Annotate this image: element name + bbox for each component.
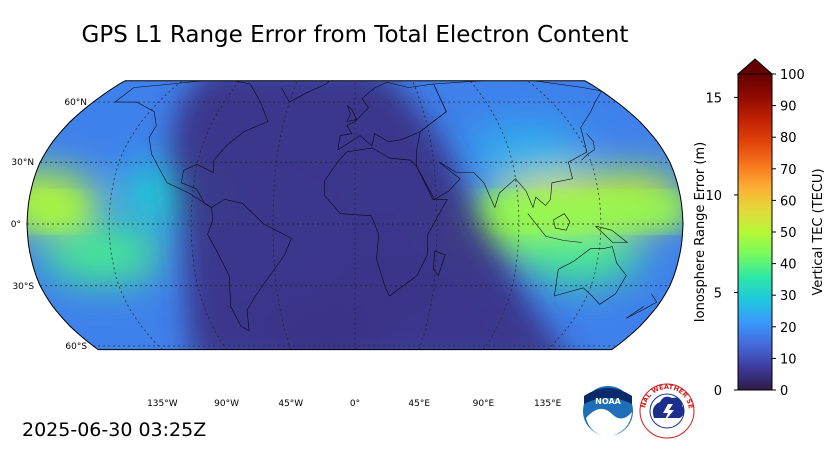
lon-line (272, 80, 298, 350)
colorbar-left-tick-label: 5 (714, 286, 722, 301)
colorbar-right-tick-label: 60 (780, 194, 797, 209)
colorbar-left-tick-label: 0 (714, 384, 722, 399)
colorbar-right-tick-label: 50 (780, 226, 797, 241)
coast-australia (553, 246, 627, 305)
colorbar-right-tick-label: 20 (780, 321, 797, 336)
coast-japan (581, 133, 595, 161)
coast-south-america (207, 198, 292, 332)
eq-band-1 (481, 195, 683, 229)
lon-label: 135°W (147, 399, 178, 409)
lon-label: 45°E (408, 399, 430, 409)
coast-antarctica (114, 353, 596, 367)
lon-label: 90°E (473, 399, 495, 409)
lon-label: 90°W (214, 399, 239, 409)
colorbar-left-label: Ionosphere Range Error (m) (693, 142, 708, 322)
coast-indonesia (527, 213, 582, 243)
lat-label: 0° (11, 220, 21, 230)
lat-label: 60°N (64, 98, 87, 108)
equatorial-bands (29, 195, 683, 229)
coast-borneo (553, 213, 571, 231)
lon-label: 0° (350, 399, 360, 409)
lat-label: 30°S (12, 282, 34, 292)
tec-blob-5 (520, 226, 641, 283)
map-border (26, 80, 684, 351)
chart-title: GPS L1 Range Error from Total Electron C… (81, 22, 629, 48)
coast-new-guinea (595, 225, 629, 243)
coast-north-america (114, 80, 269, 208)
colorbar-right-tick-label: 100 (780, 68, 805, 83)
colorbar-left-tick-label: 15 (705, 91, 722, 106)
lat-label: 60°S (65, 342, 87, 352)
noaa-logo-text: NOAA (595, 397, 621, 406)
noaa-logo: NOAA (581, 384, 635, 438)
lat-label: 30°N (11, 158, 34, 168)
night-shadow (170, 80, 578, 350)
lon-line (412, 80, 438, 350)
colorbar-right-tick-label: 10 (780, 352, 797, 367)
colorbar-right-label: Vertical TEC (TECU) (811, 168, 826, 295)
coast-new-zealand (625, 293, 658, 319)
tec-blob-4 (42, 226, 163, 283)
coast-madagascar (433, 250, 446, 277)
coast-europe (337, 81, 447, 151)
coastlines (114, 80, 658, 367)
colorbar: 0 10 20 30 40 50 60 70 80 90 100 0 5 10 15 Ionosphere R… (693, 58, 826, 399)
latitude-labels: 60°N 30°N 0° 30°S 60°S (11, 98, 88, 352)
colorbar-right-tick-label: 70 (780, 163, 797, 178)
colorbar-extend-arrow (736, 58, 774, 75)
longitude-labels: 135°W 90°W 45°W 0° 45°E 90°E 135°E (147, 399, 562, 409)
tec-blob-6 (466, 123, 587, 180)
lon-label: 135°E (534, 399, 562, 409)
night-region (170, 80, 578, 350)
map-field (27, 80, 683, 350)
lon-line (108, 80, 183, 350)
lon-label: 45°W (278, 399, 303, 409)
timestamp: 2025-06-30 03:25Z (22, 419, 207, 441)
eq-band-0 (29, 195, 82, 229)
colorbar-right-tick-label: 40 (780, 258, 797, 273)
coast-asia (416, 80, 602, 209)
colorbar-right-tick-label: 80 (780, 131, 797, 146)
colorbar-right-tick-label: 0 (780, 384, 788, 399)
coast-africa (323, 147, 448, 297)
colorbar-right-tick-label: 30 (780, 289, 797, 304)
lon-line (527, 80, 602, 350)
colorbar-left-tick-label: 10 (705, 189, 722, 204)
colorbar-right-tick-label: 90 (780, 100, 797, 115)
colorbar-gradient (737, 73, 773, 391)
coast-uk (346, 104, 358, 122)
